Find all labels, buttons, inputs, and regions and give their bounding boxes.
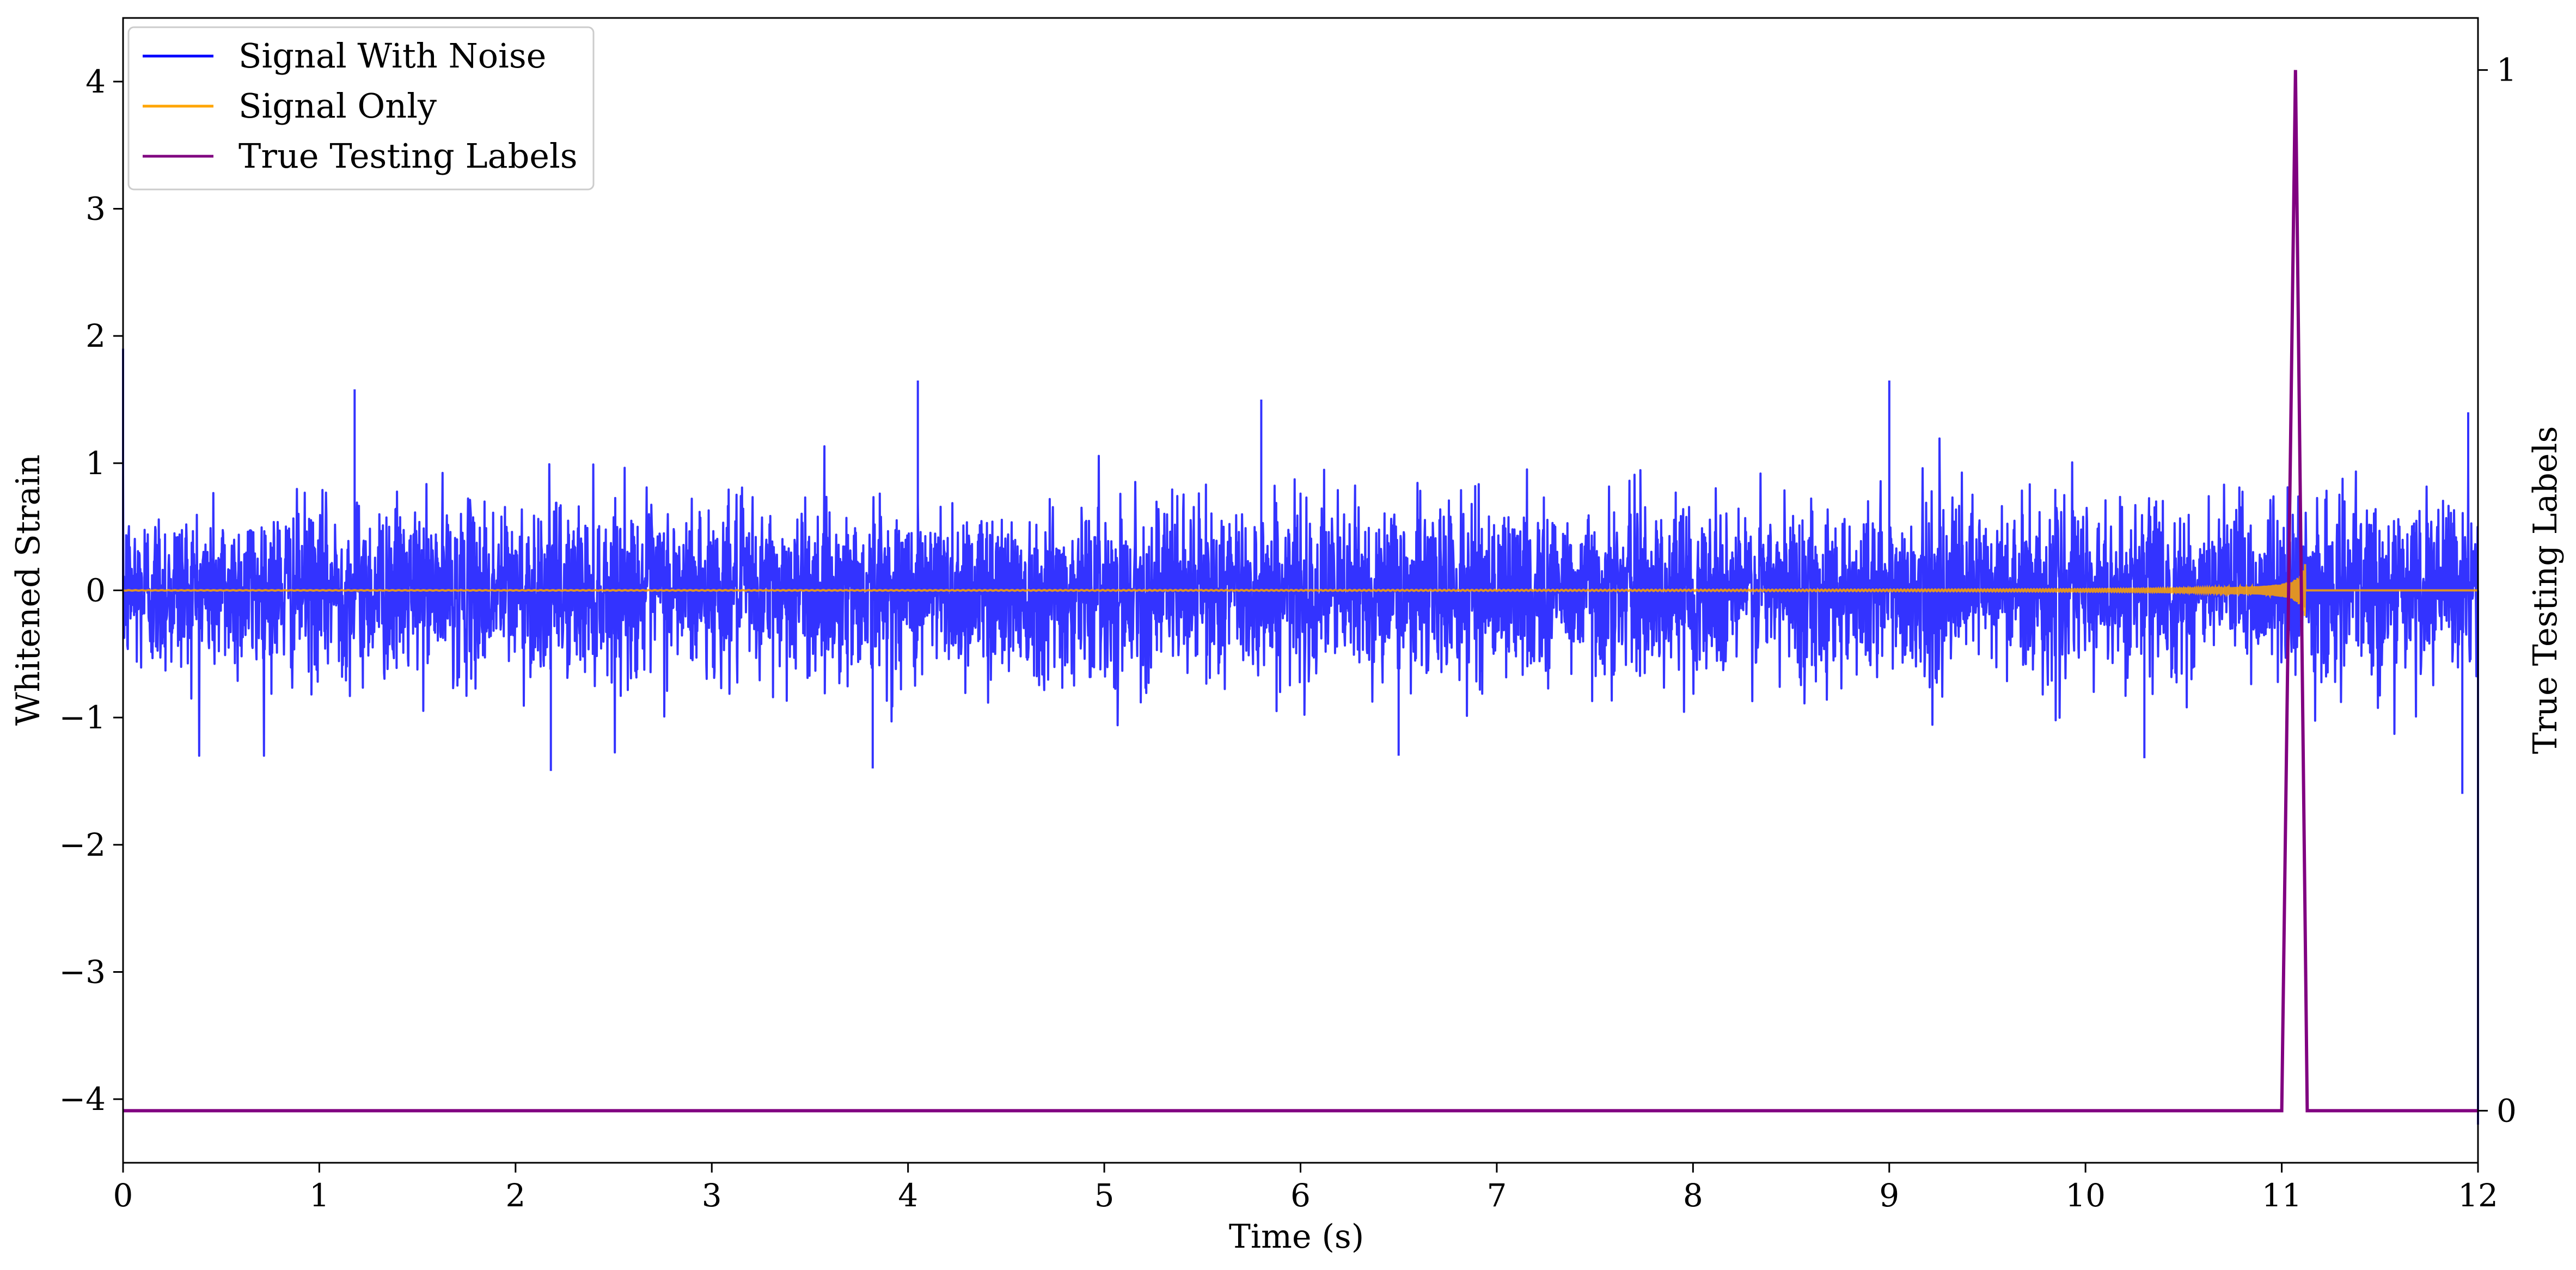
y-tick-label: 1: [85, 445, 106, 482]
line-true-testing-labels: [123, 70, 2478, 1113]
y-tick-label: −1: [59, 699, 106, 736]
y-tick-label: −4: [59, 1081, 106, 1118]
legend-box: [127, 26, 595, 191]
line-signal-only: [123, 564, 2478, 616]
x-tick-label: 7: [1486, 1177, 1507, 1214]
legend-label-signal-with-noise: Signal With Noise: [238, 36, 546, 76]
y-tick-label: 4: [85, 63, 106, 100]
x-axis-ticks: 0 1 2 3 4 5 6 7 8 9 10 11 12: [113, 1163, 2498, 1214]
y-tick-label: 3: [85, 191, 106, 228]
y2-axis-title: True Testing Labels: [2526, 426, 2565, 754]
x-axis-title: Time (s): [1229, 1218, 1364, 1256]
x-tick-label: 6: [1290, 1177, 1311, 1214]
y-tick-label: −3: [59, 954, 106, 991]
x-tick-label: 4: [898, 1177, 918, 1214]
y-tick-label: 0: [85, 572, 106, 609]
series-true-testing-labels: [123, 70, 2478, 1113]
legend: Signal With Noise Signal Only True Testi…: [127, 26, 595, 191]
x-tick-label: 12: [2458, 1177, 2498, 1214]
y2-tick-label: 0: [2497, 1092, 2517, 1129]
y2-axis-ticks: 01: [2478, 52, 2517, 1129]
x-tick-label: 8: [1683, 1177, 1703, 1214]
x-tick-label: 2: [505, 1177, 525, 1214]
x-tick-label: 10: [2065, 1177, 2106, 1214]
y-axis-ticks: −4 −3 −2 −1 0 1 2 3 4: [59, 63, 123, 1118]
series-signal-only: [123, 564, 2478, 616]
y2-tick-label: 1: [2497, 52, 2517, 89]
x-tick-label: 5: [1094, 1177, 1115, 1214]
y-axis-title: Whitened Strain: [9, 455, 47, 726]
legend-label-true-testing-labels: True Testing Labels: [238, 136, 578, 176]
x-tick-label: 1: [309, 1177, 329, 1214]
x-tick-label: 11: [2262, 1177, 2302, 1214]
x-tick-label: 3: [702, 1177, 722, 1214]
x-tick-label: 9: [1879, 1177, 1899, 1214]
y-tick-label: 2: [85, 317, 106, 354]
y-tick-label: −2: [59, 826, 106, 863]
legend-label-signal-only: Signal Only: [238, 86, 437, 126]
x-tick-label: 0: [113, 1177, 133, 1214]
